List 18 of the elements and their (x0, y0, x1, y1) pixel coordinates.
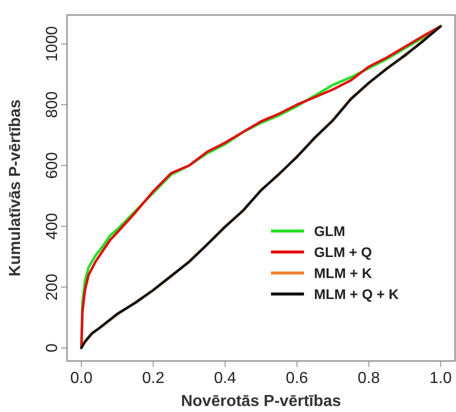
y-tick-label: 800 (44, 91, 61, 118)
legend-label: GLM + Q (314, 244, 372, 260)
legend-label: GLM (314, 223, 346, 239)
y-tick-label: 400 (44, 212, 61, 240)
y-tick-label: 200 (44, 274, 61, 300)
x-tick-label: 0.8 (358, 370, 380, 387)
y-tick-label: 0 (44, 343, 61, 352)
y-axis-title: Kumulatīvās P-vērtības (7, 99, 24, 276)
legend-label: MLM + K (314, 265, 372, 281)
x-tick-label: 1.0 (430, 370, 452, 387)
x-tick-label: 0.6 (286, 370, 308, 387)
x-tick-label: 0.2 (142, 370, 164, 387)
y-tick-label: 600 (44, 152, 61, 179)
y-tick-label: 1000 (44, 26, 61, 62)
x-tick-label: 0.0 (70, 370, 93, 387)
x-axis-title: Novērotās P-vērtības (180, 393, 342, 410)
legend-label: MLM + Q + K (314, 286, 399, 302)
x-tick-label: 0.4 (214, 370, 236, 387)
